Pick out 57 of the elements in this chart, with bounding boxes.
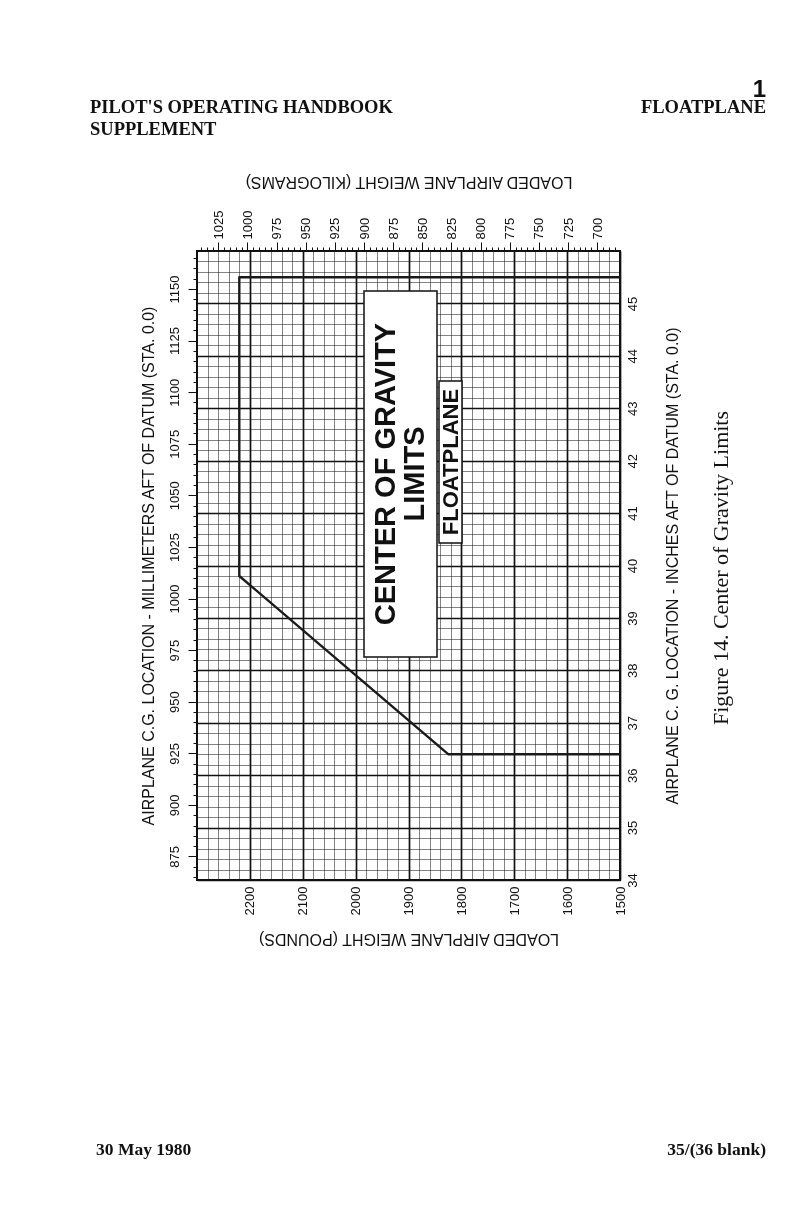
y-tick-label: 1100 xyxy=(166,378,182,407)
x2-tick-label: 775 xyxy=(502,217,518,240)
x2-tick-label: 900 xyxy=(356,217,372,240)
y-tick-label: 1025 xyxy=(166,532,182,562)
text: FLOATPLANE xyxy=(438,388,463,536)
x-tick-label: 1500 xyxy=(612,886,628,916)
text: 35/(36 blank) xyxy=(667,1139,767,1159)
x-tick-label: 2200 xyxy=(242,886,258,916)
y-tick-label: 925 xyxy=(166,742,182,765)
y2-tick-label: 34 xyxy=(624,873,640,888)
y-tick-label: 1150 xyxy=(166,275,182,304)
y-tick-label: 975 xyxy=(166,639,182,662)
y-tick-label: 1125 xyxy=(166,327,182,356)
x2-tick-label: 975 xyxy=(269,217,285,240)
x-tick-label: 1900 xyxy=(401,886,416,916)
x2-tick-label: 1025 xyxy=(210,210,226,240)
y-tick-label: 1000 xyxy=(166,584,182,614)
caption: Figure 14. Center of Gravity Limits xyxy=(708,410,733,726)
y-axis-title: AIRPLANE C.G. LOCATION - MILLIMETERS AFT OF DATUM (STA. 0.0) xyxy=(139,306,157,826)
y-tick-label: 1050 xyxy=(166,481,182,511)
y2-tick-label: 39 xyxy=(624,611,640,626)
y2-tick-label: 38 xyxy=(624,663,640,679)
y2-tick-label: 40 xyxy=(624,558,640,574)
y2-tick-label: 45 xyxy=(624,296,640,312)
x-tick-label: 1600 xyxy=(559,886,575,916)
y2-tick-label: 42 xyxy=(624,453,640,469)
x2-axis-title: LOADED AIRPLANE WEIGHT (KILOGRAMS) xyxy=(245,173,573,191)
y2-tick-label: 43 xyxy=(624,401,640,416)
text: CENTER OF GRAVITY LIMITS xyxy=(369,322,430,626)
x-axis-title: LOADED AIRPLANE WEIGHT (POUNDS) xyxy=(258,931,560,949)
y2-tick-label: 35 xyxy=(624,820,640,836)
text: 30 May 1980 xyxy=(96,1139,192,1159)
x2-tick-label: 850 xyxy=(414,217,430,240)
y-tick-label: 875 xyxy=(166,846,182,868)
text: PILOT'S OPERATING HANDBOOK SUPPLEMENT xyxy=(90,97,394,139)
x2-tick-label: 1000 xyxy=(239,210,255,240)
x-tick-label: 2100 xyxy=(295,886,311,916)
y2-tick-label: 37 xyxy=(624,716,640,731)
x2-tick-label: 950 xyxy=(298,217,314,240)
x2-tick-label: 875 xyxy=(385,217,401,240)
x2-tick-label: 750 xyxy=(531,217,547,240)
y-tick-label: 900 xyxy=(166,794,182,817)
y-tick-label: 950 xyxy=(166,691,182,714)
x-tick-label: 1800 xyxy=(453,886,469,916)
y2-tick-label: 44 xyxy=(624,349,640,364)
x2-tick-label: 925 xyxy=(327,217,343,240)
x2-tick-label: 800 xyxy=(473,217,489,240)
y-tick-label: 1075 xyxy=(166,429,182,459)
x-tick-label: 1700 xyxy=(506,886,522,916)
y2-tick-label: 41 xyxy=(624,506,640,521)
text: FLOATPLANE xyxy=(640,97,766,117)
x2-tick-label: 725 xyxy=(560,217,576,240)
x2-tick-label: 700 xyxy=(589,217,605,240)
y2-tick-label: 36 xyxy=(624,768,640,783)
x2-tick-label: 825 xyxy=(443,217,459,240)
x-tick-label: 2000 xyxy=(348,886,364,916)
y2-axis-title: AIRPLANE C. G. LOCATION - INCHES AFT OF DATUM (STA. 0.0) xyxy=(663,327,681,805)
